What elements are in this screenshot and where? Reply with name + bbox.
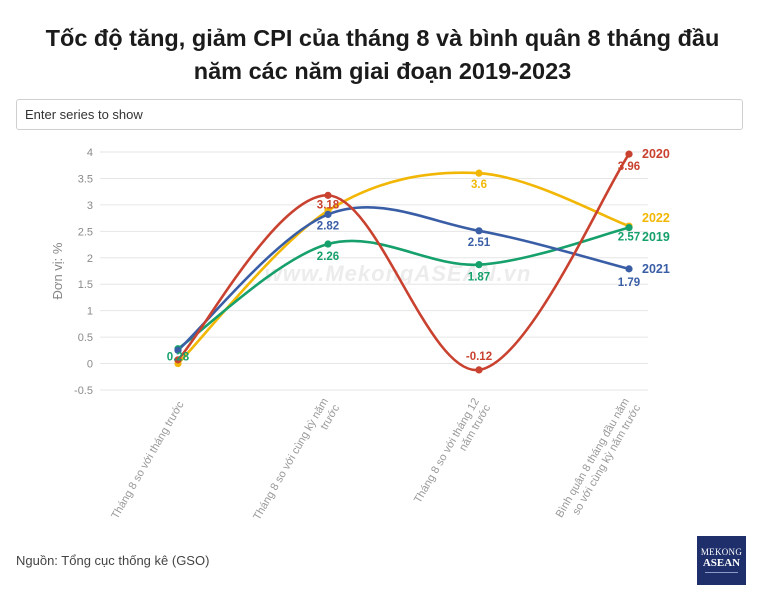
series-name-2019: 2019 xyxy=(642,230,670,244)
y-tick-label: 1.5 xyxy=(78,279,93,291)
data-label-2020: 3.18 xyxy=(317,199,340,211)
series-line-2021 xyxy=(176,206,631,352)
series-name-2022: 2022 xyxy=(642,211,670,225)
data-point-2021 xyxy=(324,210,332,219)
x-tick-label-line: Bình quân 8 tháng đầu năm xyxy=(554,396,632,520)
y-tick-label: 2.5 xyxy=(78,226,93,238)
data-point-2019 xyxy=(475,261,483,269)
data-point-2020 xyxy=(324,191,332,199)
series-name-2021: 2021 xyxy=(642,262,670,276)
y-tick-label: 0 xyxy=(87,359,93,371)
data-point-2019 xyxy=(625,224,633,232)
x-tick-label-line: Tháng 8 so với tháng trước xyxy=(109,399,186,521)
y-tick-label: -0.5 xyxy=(74,385,93,397)
data-label-2019: 0.28 xyxy=(167,352,190,364)
data-label-2021: 1.79 xyxy=(618,277,640,289)
y-tick-label: 1 xyxy=(87,306,93,318)
logo-line-2: ASEAN xyxy=(702,557,741,569)
data-point-2021 xyxy=(174,346,182,354)
data-point-2020 xyxy=(625,150,633,158)
data-point-2022 xyxy=(475,169,483,177)
data-point-2019 xyxy=(324,240,332,248)
data-label-2022: 3.6 xyxy=(471,179,487,191)
logo-line-1: MEKONG xyxy=(700,547,743,557)
chart-title-line-1: Tốc độ tăng, giảm CPI của tháng 8 và bìn… xyxy=(45,25,720,51)
chart-title: Tốc độ tăng, giảm CPI của tháng 8 và bìn… xyxy=(0,22,765,88)
series-filter-input[interactable] xyxy=(16,99,743,130)
data-label-2019: 2.26 xyxy=(317,251,339,263)
chart-title-line-2: năm các năm giai đoạn 2019-2023 xyxy=(193,58,572,84)
y-tick-label: 3.5 xyxy=(78,173,93,185)
y-axis-label: Đơn vị: % xyxy=(50,242,65,299)
data-label-2020: 3.96 xyxy=(618,161,640,173)
series-line-2020 xyxy=(176,152,631,372)
series-line-2019 xyxy=(176,226,631,351)
y-tick-label: 3 xyxy=(87,200,93,212)
data-point-2021 xyxy=(625,265,633,273)
data-point-2020 xyxy=(475,366,483,374)
data-label-2019: 1.87 xyxy=(468,272,490,284)
source-note: Nguồn: Tổng cục thống kê (GSO) xyxy=(16,553,210,568)
logo-rule xyxy=(705,572,738,575)
y-tick-label: 2 xyxy=(87,253,93,265)
y-tick-label: 4 xyxy=(87,147,93,159)
y-tick-label: 0.5 xyxy=(78,332,93,344)
mekong-asean-logo: MEKONG ASEAN xyxy=(697,536,746,585)
data-label-2021: 2.51 xyxy=(468,237,491,249)
series-name-2020: 2020 xyxy=(642,147,670,161)
x-tick-label-line: Tháng 8 so với tháng 12 xyxy=(412,396,482,505)
x-tick-label-line: Tháng 8 so với cùng kỳ năm xyxy=(251,396,331,522)
data-label-2020: -0.12 xyxy=(466,351,492,363)
series-line-2022 xyxy=(176,171,631,365)
data-point-2020 xyxy=(174,356,182,364)
x-tick-label: Tháng 8 so với tháng trước xyxy=(109,399,186,521)
data-point-2021 xyxy=(475,227,483,235)
data-label-2021: 2.82 xyxy=(317,220,339,232)
data-label-2019: 2.57 xyxy=(618,232,640,244)
x-tick-label-line: so với cùng kỳ năm trước xyxy=(570,402,643,517)
